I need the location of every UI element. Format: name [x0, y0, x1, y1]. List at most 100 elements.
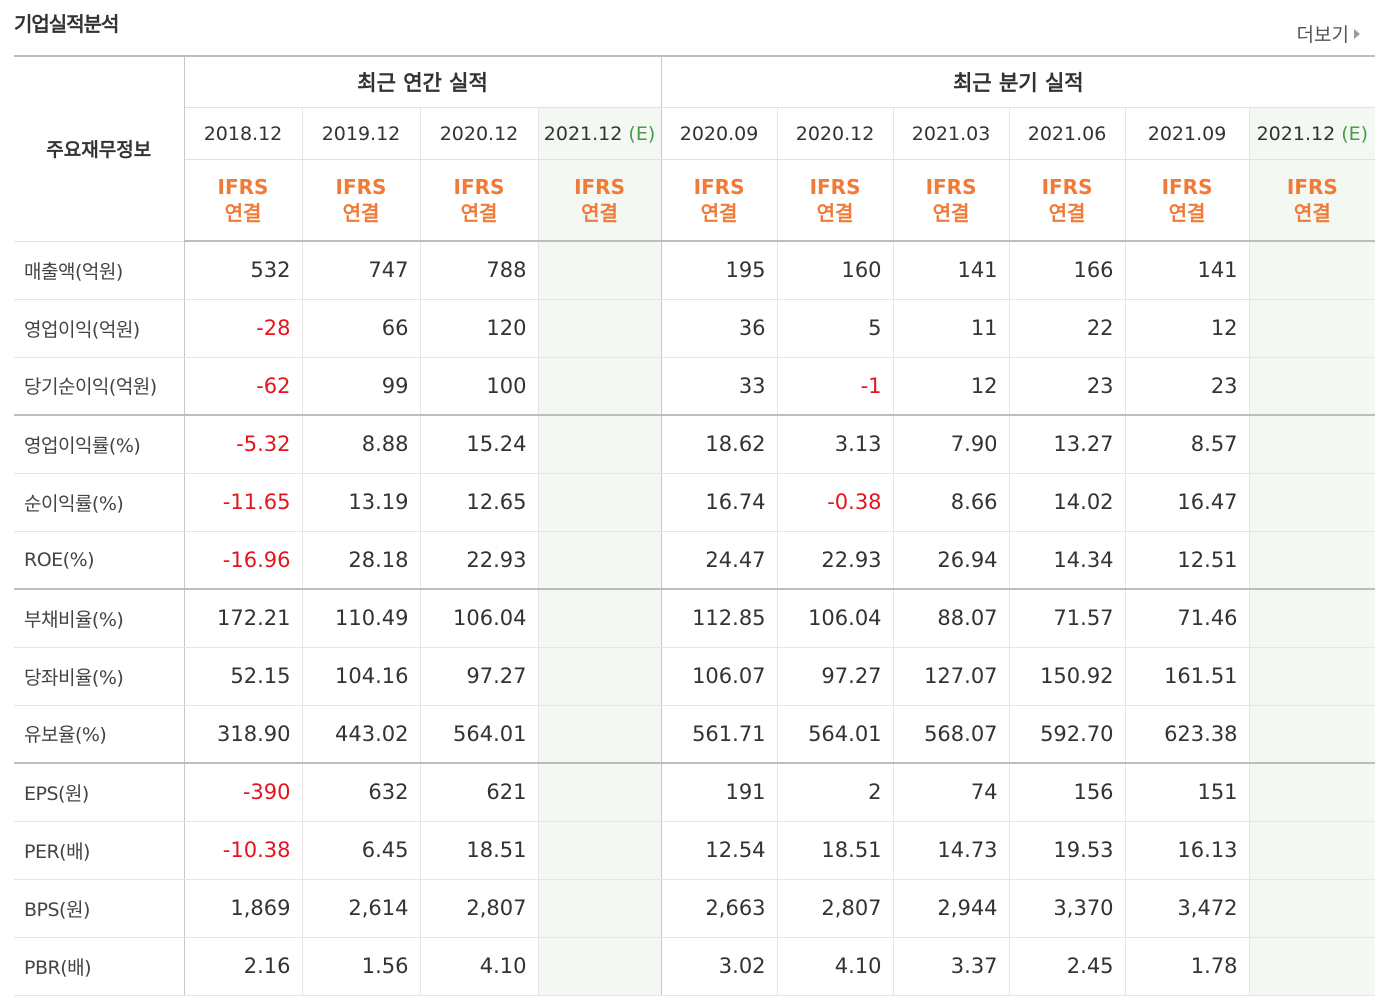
ifrs-line2: 연결 — [1048, 201, 1086, 225]
table-cell: 66 — [302, 299, 421, 358]
ifrs-line2: 연결 — [460, 201, 498, 225]
table-cell — [1249, 879, 1376, 938]
table-cell: 191 — [661, 763, 778, 822]
table-cell: 2.16 — [184, 937, 303, 996]
header-group-row: 주요재무정보 최근 연간 실적 최근 분기 실적 — [14, 56, 1376, 242]
table-cell: -10.38 — [184, 821, 303, 880]
ifrs-label: IFRS 연결 — [1010, 174, 1125, 226]
ifrs-label: IFRS 연결 — [662, 174, 777, 226]
table-cell: -62 — [184, 357, 303, 416]
table-cell: 3,370 — [1009, 879, 1126, 938]
table-cell — [538, 531, 662, 590]
row-label: BPS(원) — [14, 879, 185, 938]
accounting-standard: IFRS 연결 — [893, 159, 1010, 242]
table-cell: 2,807 — [777, 879, 894, 938]
table-row: 영업이익률(%) -5.32 8.88 15.24 18.62 3.13 7.90 13.27… — [14, 415, 1376, 474]
estimate-mark: (E) — [1341, 122, 1369, 145]
table-cell: 104.16 — [302, 647, 421, 706]
accounting-standard: IFRS 연결 — [777, 159, 894, 242]
period-date: 2021.09 — [1147, 122, 1227, 145]
table-cell: 151 — [1125, 763, 1250, 822]
table-cell: 15.24 — [420, 415, 539, 474]
table-cell: 6.45 — [302, 821, 421, 880]
table-cell: 19.53 — [1009, 821, 1126, 880]
table-cell: -28 — [184, 299, 303, 358]
table-cell — [538, 299, 662, 358]
table-cell: 2,614 — [302, 879, 421, 938]
table-row: 유보율(%) 318.90 443.02 564.01 561.71 564.01 568.… — [14, 705, 1376, 764]
row-label: EPS(원) — [14, 763, 185, 822]
ifrs-line1: IFRS — [925, 175, 977, 199]
table-cell — [538, 357, 662, 416]
ifrs-line1: IFRS — [809, 175, 861, 199]
table-row: 당좌비율(%) 52.15 104.16 97.27 106.07 97.27 127.07… — [14, 647, 1376, 706]
table-cell: 97.27 — [420, 647, 539, 706]
ifrs-label: IFRS 연결 — [421, 174, 538, 226]
period-header: 2020.09 — [661, 107, 778, 160]
accounting-standard: IFRS 연결 — [538, 159, 662, 242]
table-cell: 1,869 — [184, 879, 303, 938]
table-row: BPS(원) 1,869 2,614 2,807 2,663 2,807 2,944 3,37… — [14, 879, 1376, 938]
table-cell: 172.21 — [184, 589, 303, 648]
table-cell: 88.07 — [893, 589, 1010, 648]
table-cell: 141 — [1125, 241, 1250, 300]
ifrs-label: IFRS 연결 — [303, 174, 420, 226]
table-cell: -5.32 — [184, 415, 303, 474]
row-label: 순이익률(%) — [14, 473, 185, 532]
period-header: 2021.06 — [1009, 107, 1126, 160]
ifrs-line1: IFRS — [574, 175, 625, 199]
table-cell: 26.94 — [893, 531, 1010, 590]
annual-group-header: 최근 연간 실적 — [184, 56, 662, 108]
more-link-label: 더보기 — [1296, 24, 1349, 46]
ifrs-line2: 연결 — [1293, 201, 1331, 225]
table-cell — [538, 589, 662, 648]
table-cell: 8.66 — [893, 473, 1010, 532]
table-cell: 150.92 — [1009, 647, 1126, 706]
period-date: 2021.03 — [911, 122, 991, 145]
table-cell: 14.34 — [1009, 531, 1126, 590]
table-cell: 561.71 — [661, 705, 778, 764]
table-cell: 14.73 — [893, 821, 1010, 880]
table-cell: 106.04 — [420, 589, 539, 648]
table-row: 매출액(억원) 532 747 788 195 160 141 166 141 — [14, 241, 1376, 300]
table-cell: 3.37 — [893, 937, 1010, 996]
table-cell: 2.45 — [1009, 937, 1126, 996]
table-cell: 2,663 — [661, 879, 778, 938]
table-cell: 23 — [1009, 357, 1126, 416]
table-cell — [1249, 937, 1376, 996]
table-cell: 568.07 — [893, 705, 1010, 764]
section-header: 기업실적분석 더보기 — [0, 0, 1380, 56]
header-date-row: 2018.12 2019.12 2020.12 2021.12 (E) 2020.09 2… — [14, 107, 1376, 160]
table-cell: 4.10 — [420, 937, 539, 996]
ifrs-line2: 연결 — [342, 201, 380, 225]
ifrs-line1: IFRS — [1286, 175, 1338, 199]
table-cell: 22.93 — [777, 531, 894, 590]
period-date: 2021.06 — [1027, 122, 1107, 145]
ifrs-label: IFRS 연결 — [778, 174, 893, 226]
period-header: 2018.12 — [184, 107, 303, 160]
estimate-mark: (E) — [628, 122, 656, 145]
table-cell: 318.90 — [184, 705, 303, 764]
table-cell: 747 — [302, 241, 421, 300]
table-cell: 632 — [302, 763, 421, 822]
financial-summary-table: 주요재무정보 최근 연간 실적 최근 분기 실적 2018.12 2019.12 2020… — [14, 55, 1376, 996]
accounting-standard: IFRS 연결 — [1249, 159, 1376, 242]
table-cell: 99 — [302, 357, 421, 416]
row-label: 매출액(억원) — [14, 241, 185, 300]
table-cell — [1249, 357, 1376, 416]
table-cell: 28.18 — [302, 531, 421, 590]
accounting-standard: IFRS 연결 — [302, 159, 421, 242]
table-cell: 443.02 — [302, 705, 421, 764]
table-cell: 36 — [661, 299, 778, 358]
table-cell: 13.19 — [302, 473, 421, 532]
accounting-standard: IFRS 연결 — [661, 159, 778, 242]
more-link[interactable]: 더보기 — [1297, 20, 1360, 47]
table-cell: 18.62 — [661, 415, 778, 474]
table-cell: 100 — [420, 357, 539, 416]
table-cell: 16.13 — [1125, 821, 1250, 880]
accounting-standard: IFRS 연결 — [1125, 159, 1250, 242]
ifrs-line2: 연결 — [700, 201, 738, 225]
row-label: 부채비율(%) — [14, 589, 185, 648]
table-cell — [538, 937, 662, 996]
row-label: 유보율(%) — [14, 705, 185, 764]
